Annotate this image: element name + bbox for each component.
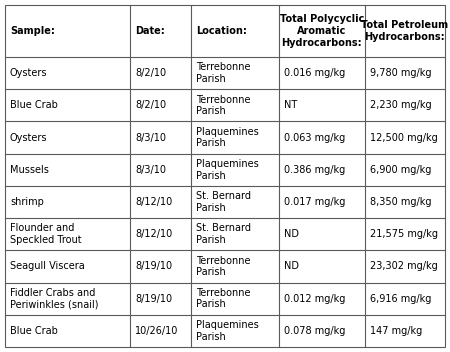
Text: Sample:: Sample: (10, 26, 55, 36)
Text: 8/12/10: 8/12/10 (135, 197, 172, 207)
Text: 0.078 mg/kg: 0.078 mg/kg (284, 326, 345, 336)
Text: St. Bernard
Parish: St. Bernard Parish (196, 224, 251, 245)
Text: 6,900 mg/kg: 6,900 mg/kg (370, 165, 431, 175)
Text: 8/2/10: 8/2/10 (135, 100, 166, 110)
Text: Total Petroleum
Hydrocarbons:: Total Petroleum Hydrocarbons: (361, 20, 449, 42)
Text: Seagull Viscera: Seagull Viscera (10, 262, 85, 271)
Text: 0.063 mg/kg: 0.063 mg/kg (284, 133, 345, 143)
Text: Terrebonne
Parish: Terrebonne Parish (196, 256, 250, 277)
Text: 0.016 mg/kg: 0.016 mg/kg (284, 68, 345, 78)
Text: shrimp: shrimp (10, 197, 44, 207)
Text: NT: NT (284, 100, 297, 110)
Text: Blue Crab: Blue Crab (10, 100, 58, 110)
Text: ND: ND (284, 229, 299, 239)
Text: Total Polycyclic
Aromatic
Hydrocarbons:: Total Polycyclic Aromatic Hydrocarbons: (279, 14, 364, 48)
Text: 8/3/10: 8/3/10 (135, 133, 166, 143)
Text: ND: ND (284, 262, 299, 271)
Text: 0.017 mg/kg: 0.017 mg/kg (284, 197, 345, 207)
Text: Oysters: Oysters (10, 68, 48, 78)
Text: 8,350 mg/kg: 8,350 mg/kg (370, 197, 431, 207)
Text: Oysters: Oysters (10, 133, 48, 143)
Text: 12,500 mg/kg: 12,500 mg/kg (370, 133, 437, 143)
Text: Mussels: Mussels (10, 165, 49, 175)
Text: Terrebonne
Parish: Terrebonne Parish (196, 95, 250, 116)
Text: 147 mg/kg: 147 mg/kg (370, 326, 422, 336)
Text: 6,916 mg/kg: 6,916 mg/kg (370, 294, 431, 304)
Text: 8/19/10: 8/19/10 (135, 294, 172, 304)
Text: 0.386 mg/kg: 0.386 mg/kg (284, 165, 345, 175)
Text: 9,780 mg/kg: 9,780 mg/kg (370, 68, 431, 78)
Text: Terrebonne
Parish: Terrebonne Parish (196, 62, 250, 84)
Text: 8/19/10: 8/19/10 (135, 262, 172, 271)
Text: 2,230 mg/kg: 2,230 mg/kg (370, 100, 432, 110)
Text: 0.012 mg/kg: 0.012 mg/kg (284, 294, 345, 304)
Text: 8/12/10: 8/12/10 (135, 229, 172, 239)
Text: Terrebonne
Parish: Terrebonne Parish (196, 288, 250, 309)
Text: Plaquemines
Parish: Plaquemines Parish (196, 127, 259, 148)
Text: Location:: Location: (196, 26, 247, 36)
Text: 8/2/10: 8/2/10 (135, 68, 166, 78)
Text: Date:: Date: (135, 26, 165, 36)
Text: Flounder and
Speckled Trout: Flounder and Speckled Trout (10, 224, 81, 245)
Text: Plaquemines
Parish: Plaquemines Parish (196, 159, 259, 181)
Text: 8/3/10: 8/3/10 (135, 165, 166, 175)
Text: Plaquemines
Parish: Plaquemines Parish (196, 320, 259, 342)
Text: 10/26/10: 10/26/10 (135, 326, 179, 336)
Text: St. Bernard
Parish: St. Bernard Parish (196, 191, 251, 213)
Text: Fiddler Crabs and
Periwinkles (snail): Fiddler Crabs and Periwinkles (snail) (10, 288, 99, 309)
Text: 23,302 mg/kg: 23,302 mg/kg (370, 262, 437, 271)
Text: Blue Crab: Blue Crab (10, 326, 58, 336)
Text: 21,575 mg/kg: 21,575 mg/kg (370, 229, 438, 239)
